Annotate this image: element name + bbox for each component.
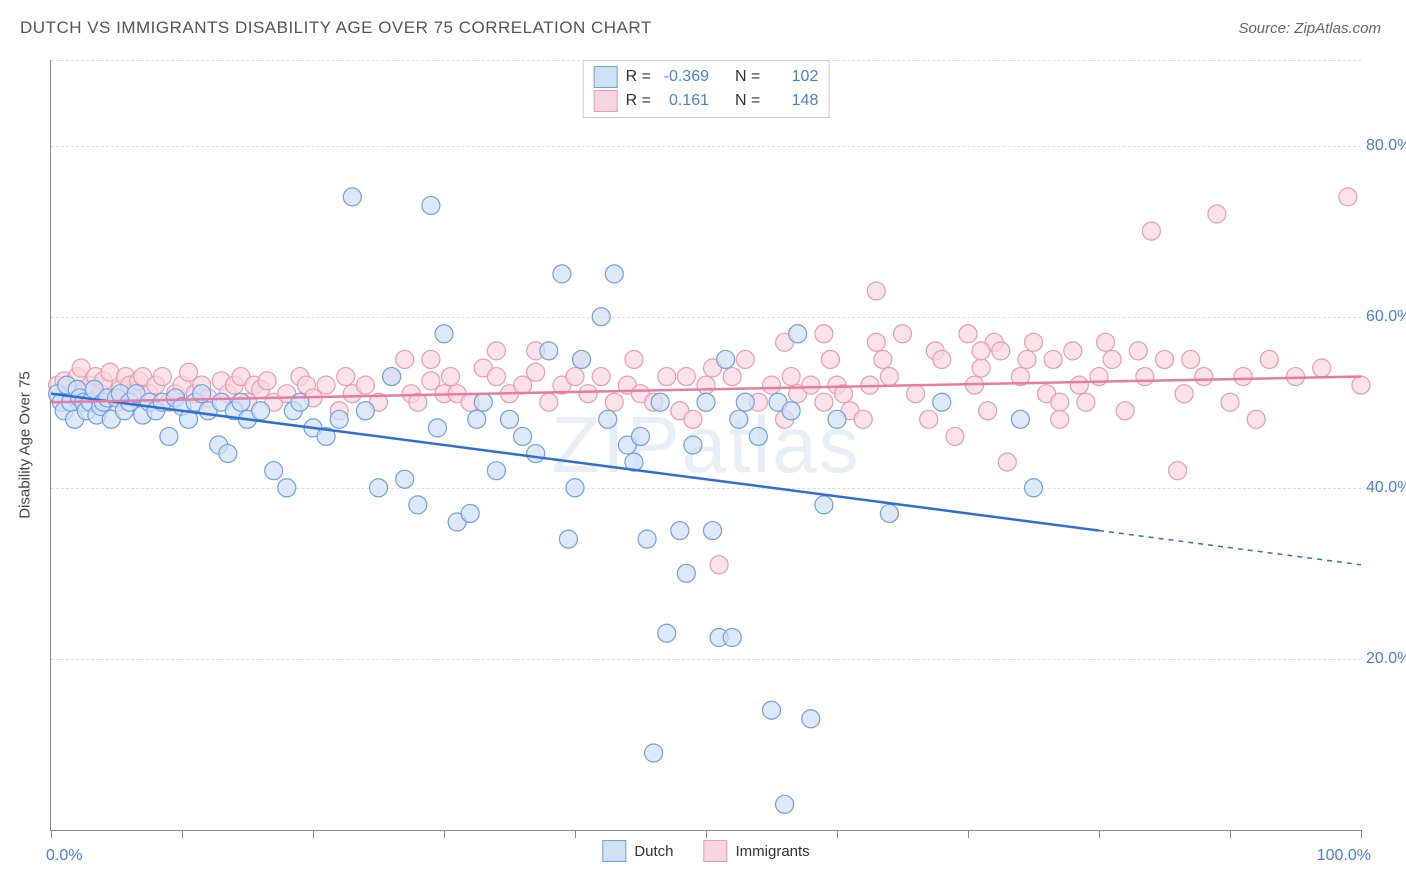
n-label: N = [735, 89, 760, 113]
legend-item-immigrants: Immigrants [704, 840, 810, 862]
dutch-swatch-icon [602, 840, 626, 862]
immigrants-legend-label: Immigrants [736, 843, 810, 860]
dutch-legend-label: Dutch [634, 843, 673, 860]
chart-container: DUTCH VS IMMIGRANTS DISABILITY AGE OVER … [0, 0, 1406, 892]
n-label: N = [735, 65, 760, 89]
immigrants-n-value: 148 [768, 89, 818, 113]
dutch-n-value: 102 [768, 65, 818, 89]
chart-title: DUTCH VS IMMIGRANTS DISABILITY AGE OVER … [20, 18, 652, 38]
stats-row-immigrants: R = 0.161 N = 148 [594, 89, 819, 113]
legend-item-dutch: Dutch [602, 840, 673, 862]
x-min-label: 0.0% [46, 847, 82, 865]
x-max-label: 100.0% [1317, 847, 1371, 865]
chart-svg [51, 60, 1361, 830]
plot-area: ZIPatlas 20.0%40.0%60.0%80.0% R = -0.369… [50, 60, 1361, 831]
immigrants-swatch-icon [704, 840, 728, 862]
immigrants-swatch-icon [594, 90, 618, 112]
immigrants-r-value: 0.161 [659, 89, 709, 113]
r-label: R = [626, 65, 651, 89]
dutch-swatch-icon [594, 66, 618, 88]
y-axis-label: Disability Age Over 75 [17, 371, 34, 519]
r-label: R = [626, 89, 651, 113]
stats-legend: R = -0.369 N = 102 R = 0.161 N = 148 [583, 60, 830, 118]
source-label: Source: ZipAtlas.com [1238, 20, 1381, 37]
series-legend: Dutch Immigrants [602, 840, 809, 862]
dutch-r-value: -0.369 [659, 65, 709, 89]
stats-row-dutch: R = -0.369 N = 102 [594, 65, 819, 89]
